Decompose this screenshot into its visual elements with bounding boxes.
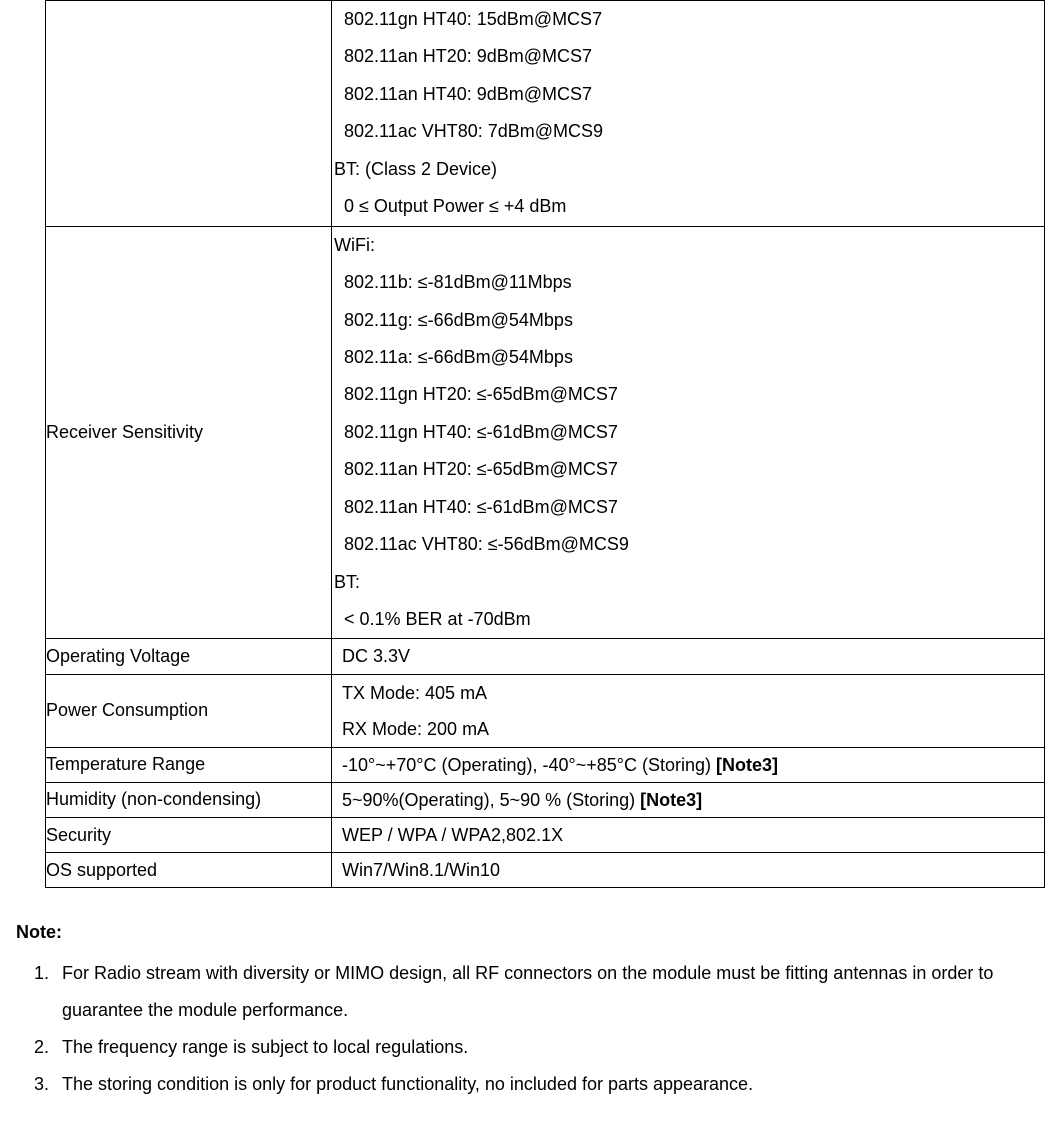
- row-label: Humidity (non-condensing): [46, 782, 332, 817]
- page-root: 802.11gn HT40: 15dBm@MCS7802.11an HT20: …: [0, 0, 1050, 1133]
- row-label: Temperature Range: [46, 747, 332, 782]
- spec-table: 802.11gn HT40: 15dBm@MCS7802.11an HT20: …: [45, 0, 1045, 888]
- row-value: -10°~+70°C (Operating), -40°~+85°C (Stor…: [332, 747, 1045, 782]
- note-item: For Radio stream with diversity or MIMO …: [54, 955, 1040, 1029]
- row-label: Receiver Sensitivity: [46, 226, 332, 639]
- table-row: Power ConsumptionTX Mode: 405 mARX Mode:…: [46, 674, 1045, 747]
- table-row: 802.11gn HT40: 15dBm@MCS7802.11an HT20: …: [46, 1, 1045, 227]
- value-line: RX Mode: 200 mA: [332, 711, 1044, 747]
- value-text: 5~90%(Operating), 5~90 % (Storing): [342, 790, 640, 810]
- row-value: 802.11gn HT40: 15dBm@MCS7802.11an HT20: …: [332, 1, 1045, 227]
- value-text: -10°~+70°C (Operating), -40°~+85°C (Stor…: [342, 755, 716, 775]
- value-line: 0 ≤ Output Power ≤ +4 dBm: [332, 188, 1044, 225]
- value-line: 802.11ac VHT80: 7dBm@MCS9: [332, 113, 1044, 150]
- spec-table-body: 802.11gn HT40: 15dBm@MCS7802.11an HT20: …: [46, 1, 1045, 888]
- value-line: 802.11b: ≤-81dBm@11Mbps: [332, 264, 1044, 301]
- value-line: 802.11an HT40: 9dBm@MCS7: [332, 76, 1044, 113]
- row-value: Win7/Win8.1/Win10: [332, 853, 1045, 888]
- notes-heading: Note:: [16, 922, 1040, 943]
- value-line: 802.11gn HT20: ≤-65dBm@MCS7: [332, 376, 1044, 413]
- value-line: WEP / WPA / WPA2,802.1X: [332, 818, 1044, 852]
- table-row: Temperature Range -10°~+70°C (Operating),…: [46, 747, 1045, 782]
- row-value: 5~90%(Operating), 5~90 % (Storing) [Note…: [332, 782, 1045, 817]
- notes-section: Note: For Radio stream with diversity or…: [16, 922, 1040, 1103]
- value-line: 802.11an HT20: 9dBm@MCS7: [332, 38, 1044, 75]
- row-value: DC 3.3V: [332, 639, 1045, 674]
- table-row: OS supportedWin7/Win8.1/Win10: [46, 853, 1045, 888]
- value-line: Win7/Win8.1/Win10: [332, 853, 1044, 887]
- row-value: WiFi:802.11b: ≤-81dBm@11Mbps802.11g: ≤-6…: [332, 226, 1045, 639]
- value-line: 802.11ac VHT80: ≤-56dBm@MCS9: [332, 526, 1044, 563]
- note-item: The frequency range is subject to local …: [54, 1029, 1040, 1066]
- value-line: 802.11gn HT40: 15dBm@MCS7: [332, 1, 1044, 38]
- row-value: TX Mode: 405 mARX Mode: 200 mA: [332, 674, 1045, 747]
- row-value: WEP / WPA / WPA2,802.1X: [332, 818, 1045, 853]
- note-item: The storing condition is only for produc…: [54, 1066, 1040, 1103]
- row-label: Security: [46, 818, 332, 853]
- value-line: 802.11an HT40: ≤-61dBm@MCS7: [332, 489, 1044, 526]
- row-label: Power Consumption: [46, 674, 332, 747]
- row-label: [46, 1, 332, 227]
- value-line: BT:: [332, 564, 1044, 601]
- value-line: TX Mode: 405 mA: [332, 675, 1044, 711]
- value-line: -10°~+70°C (Operating), -40°~+85°C (Stor…: [332, 748, 1044, 782]
- value-line: DC 3.3V: [332, 639, 1044, 673]
- row-label: OS supported: [46, 853, 332, 888]
- notes-list: For Radio stream with diversity or MIMO …: [16, 955, 1040, 1103]
- note-ref: [Note3]: [716, 755, 778, 775]
- value-line: < 0.1% BER at -70dBm: [332, 601, 1044, 638]
- value-line: 802.11gn HT40: ≤-61dBm@MCS7: [332, 414, 1044, 451]
- value-line: 802.11g: ≤-66dBm@54Mbps: [332, 302, 1044, 339]
- value-line: 802.11an HT20: ≤-65dBm@MCS7: [332, 451, 1044, 488]
- table-row: Receiver SensitivityWiFi:802.11b: ≤-81dB…: [46, 226, 1045, 639]
- value-line: WiFi:: [332, 227, 1044, 264]
- table-row: Operating VoltageDC 3.3V: [46, 639, 1045, 674]
- value-line: 5~90%(Operating), 5~90 % (Storing) [Note…: [332, 783, 1044, 817]
- value-line: BT: (Class 2 Device): [332, 151, 1044, 188]
- table-row: Humidity (non-condensing)5~90%(Operating…: [46, 782, 1045, 817]
- value-line: 802.11a: ≤-66dBm@54Mbps: [332, 339, 1044, 376]
- row-label: Operating Voltage: [46, 639, 332, 674]
- note-ref: [Note3]: [640, 790, 702, 810]
- table-row: SecurityWEP / WPA / WPA2,802.1X: [46, 818, 1045, 853]
